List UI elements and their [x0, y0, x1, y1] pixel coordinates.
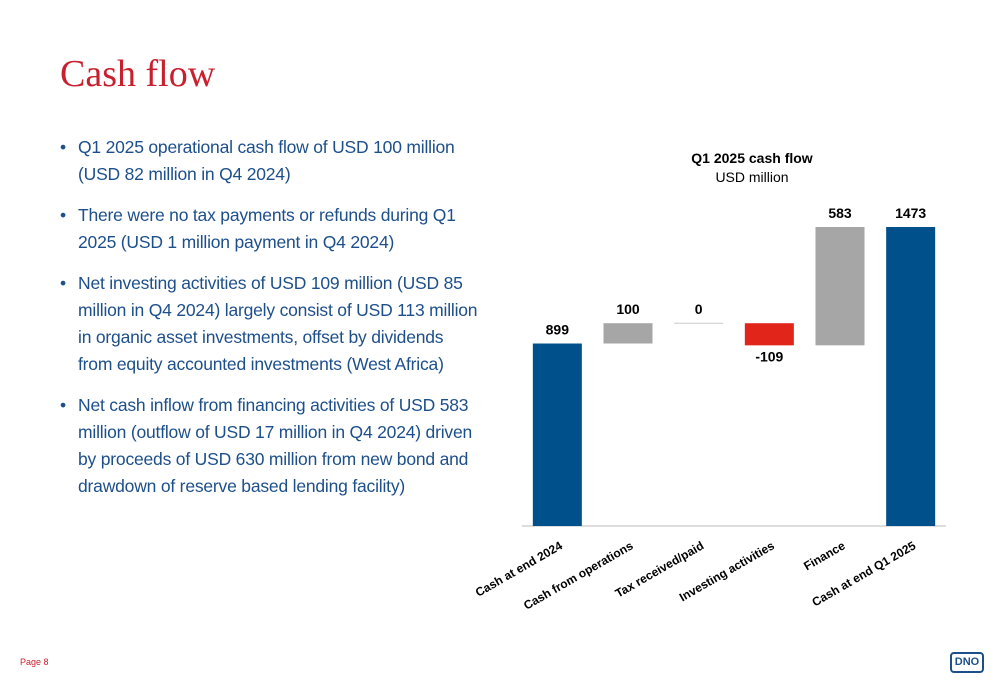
bullet: Q1 2025 operational cash flow of USD 100… [60, 134, 480, 188]
value-label: 0 [695, 301, 703, 317]
x-tick-label: Finance [801, 538, 848, 573]
value-label: 583 [828, 205, 852, 221]
value-label: 1473 [895, 205, 926, 221]
logo: DNO [950, 652, 984, 673]
bullet: Net investing activities of USD 109 mill… [60, 270, 480, 378]
bar [744, 323, 794, 346]
slide-title: Cash flow [60, 53, 216, 95]
value-label: 100 [616, 301, 640, 317]
page-number: Page 8 [20, 657, 49, 667]
chart-subtitle: USD million [715, 169, 788, 185]
bullet-list: Q1 2025 operational cash flow of USD 100… [60, 134, 480, 514]
bar [603, 323, 653, 344]
value-label: 899 [546, 322, 570, 338]
bullet: Net cash inflow from financing activitie… [60, 392, 480, 500]
value-label: -109 [755, 348, 783, 364]
bar [886, 227, 936, 526]
bar [815, 227, 865, 346]
bar [532, 343, 582, 526]
chart-title: Q1 2025 cash flow [691, 150, 813, 166]
bullet: There were no tax payments or refunds du… [60, 202, 480, 256]
